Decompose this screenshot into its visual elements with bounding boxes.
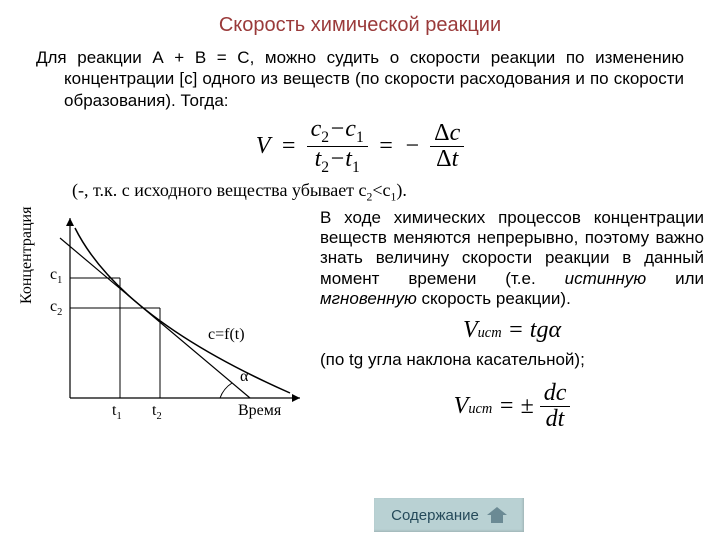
y-axis-label: Концентрация xyxy=(18,206,36,303)
curve-label: c=f(t) xyxy=(208,326,245,344)
label-c2: c2 xyxy=(50,298,62,318)
sub2: 2 xyxy=(321,129,329,146)
c: c xyxy=(311,116,322,142)
equals: = xyxy=(280,133,296,160)
label-t2: t2 xyxy=(152,402,162,422)
alpha-label: α xyxy=(240,368,248,386)
label-c1: c1 xyxy=(50,266,62,286)
continuous-paragraph: В ходе химических процессов концентрации… xyxy=(320,208,704,310)
v-ist-derivative: Vист = ± dc dt xyxy=(320,375,704,438)
contents-button[interactable]: Содержание xyxy=(374,498,524,532)
p1b: истинную xyxy=(565,269,647,288)
note-text: (-, т.к. с исходного вещества убывает с xyxy=(72,180,367,200)
minus-b: − xyxy=(329,146,345,172)
sub1b: 1 xyxy=(352,159,360,176)
concentration-graph: Концентрация c1 c2 t1 xyxy=(10,208,320,438)
t-b: t xyxy=(345,146,352,172)
neg: − xyxy=(404,133,420,160)
sub1: 1 xyxy=(356,129,364,146)
minus-note: (-, т.к. с исходного вещества убывает с2… xyxy=(0,176,720,204)
equals-2: = xyxy=(378,133,394,160)
label-t1: t1 xyxy=(112,402,122,422)
fraction-dc-dt-discrete: c2−c1 t2−t1 xyxy=(307,117,368,176)
v-ist-formula: Vист = tgα xyxy=(320,310,704,351)
p1e: скорость реакции). xyxy=(417,289,571,308)
fraction-delta: Δc Δt xyxy=(430,121,464,172)
minus: − xyxy=(329,116,345,142)
intro-paragraph: Для реакции А + В = С, можно судить о ск… xyxy=(28,37,720,111)
c-b: c xyxy=(345,116,356,142)
var-V: V xyxy=(256,133,271,160)
page-title: Скорость химической реакции xyxy=(0,0,720,37)
note-lt: <c xyxy=(372,180,390,200)
sub2b: 2 xyxy=(321,159,329,176)
home-icon xyxy=(487,507,507,523)
p1c: или xyxy=(646,269,704,288)
note-end: ). xyxy=(396,180,407,200)
p1d: мгновенную xyxy=(320,289,417,308)
main-formula: V = c2−c1 t2−t1 = − Δc Δt xyxy=(0,117,720,176)
tangent-note: (по tg угла наклона касательной); xyxy=(320,350,704,370)
x-axis-label: Время xyxy=(238,402,281,420)
contents-label: Содержание xyxy=(391,507,479,524)
